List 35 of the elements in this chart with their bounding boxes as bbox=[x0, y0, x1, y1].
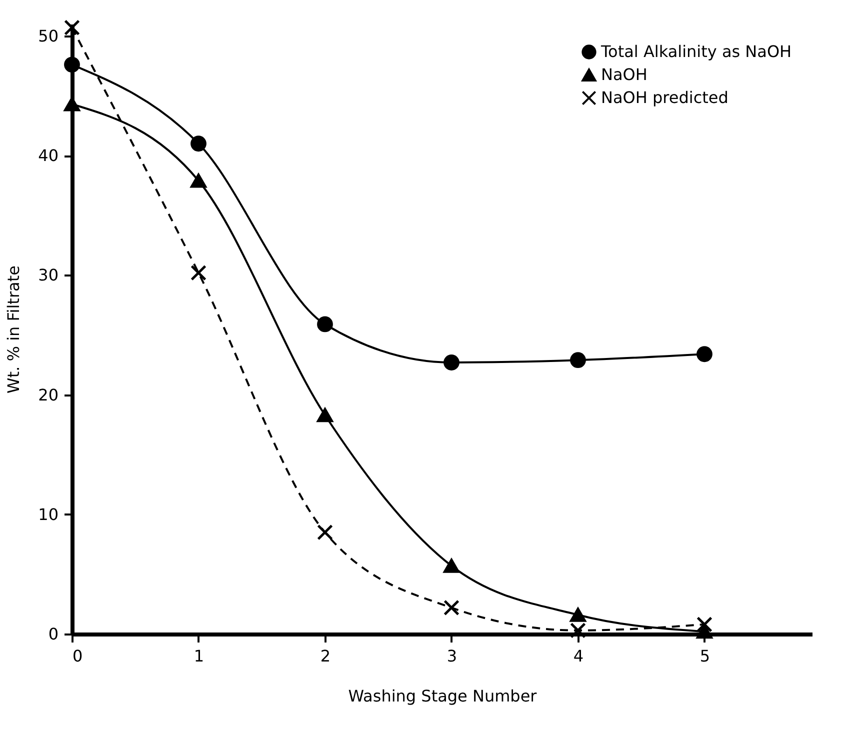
legend-label: NaOH bbox=[601, 65, 648, 84]
y-tick-label: 50 bbox=[38, 26, 58, 46]
y-tick-label: 20 bbox=[38, 385, 58, 404]
legend-label: NaOH predicted bbox=[601, 88, 728, 107]
point bbox=[190, 264, 206, 281]
x-tick-label: 3 bbox=[446, 646, 458, 666]
point bbox=[64, 97, 80, 112]
x-tick-label: 0 bbox=[72, 646, 83, 666]
x-tick-label: 4 bbox=[573, 646, 584, 666]
y-tick-label: 30 bbox=[38, 266, 58, 285]
point bbox=[444, 558, 460, 573]
x-tick-label: 1 bbox=[194, 646, 204, 666]
point bbox=[570, 608, 586, 622]
point bbox=[570, 622, 586, 638]
point bbox=[64, 56, 80, 73]
point bbox=[64, 20, 80, 36]
point bbox=[190, 174, 206, 188]
x-tick-label: 2 bbox=[320, 646, 331, 666]
point bbox=[570, 352, 586, 368]
point bbox=[317, 316, 333, 332]
y-axis-title: Wt. % in Filtrate bbox=[4, 266, 24, 394]
point bbox=[696, 624, 712, 639]
x-tick-label: 5 bbox=[700, 646, 710, 666]
y-tick-label: 40 bbox=[38, 146, 58, 166]
x-axis-title: Washing Stage Number bbox=[348, 686, 538, 706]
point bbox=[444, 600, 460, 616]
point bbox=[190, 136, 206, 152]
point bbox=[444, 354, 460, 370]
y-tick-label: 10 bbox=[38, 504, 58, 524]
point bbox=[317, 408, 333, 422]
point bbox=[696, 616, 712, 632]
point bbox=[696, 346, 712, 362]
point bbox=[317, 524, 333, 540]
y-tick-label: 0 bbox=[48, 624, 58, 644]
legend-label: Total Alkalinity as NaOH bbox=[600, 42, 792, 61]
